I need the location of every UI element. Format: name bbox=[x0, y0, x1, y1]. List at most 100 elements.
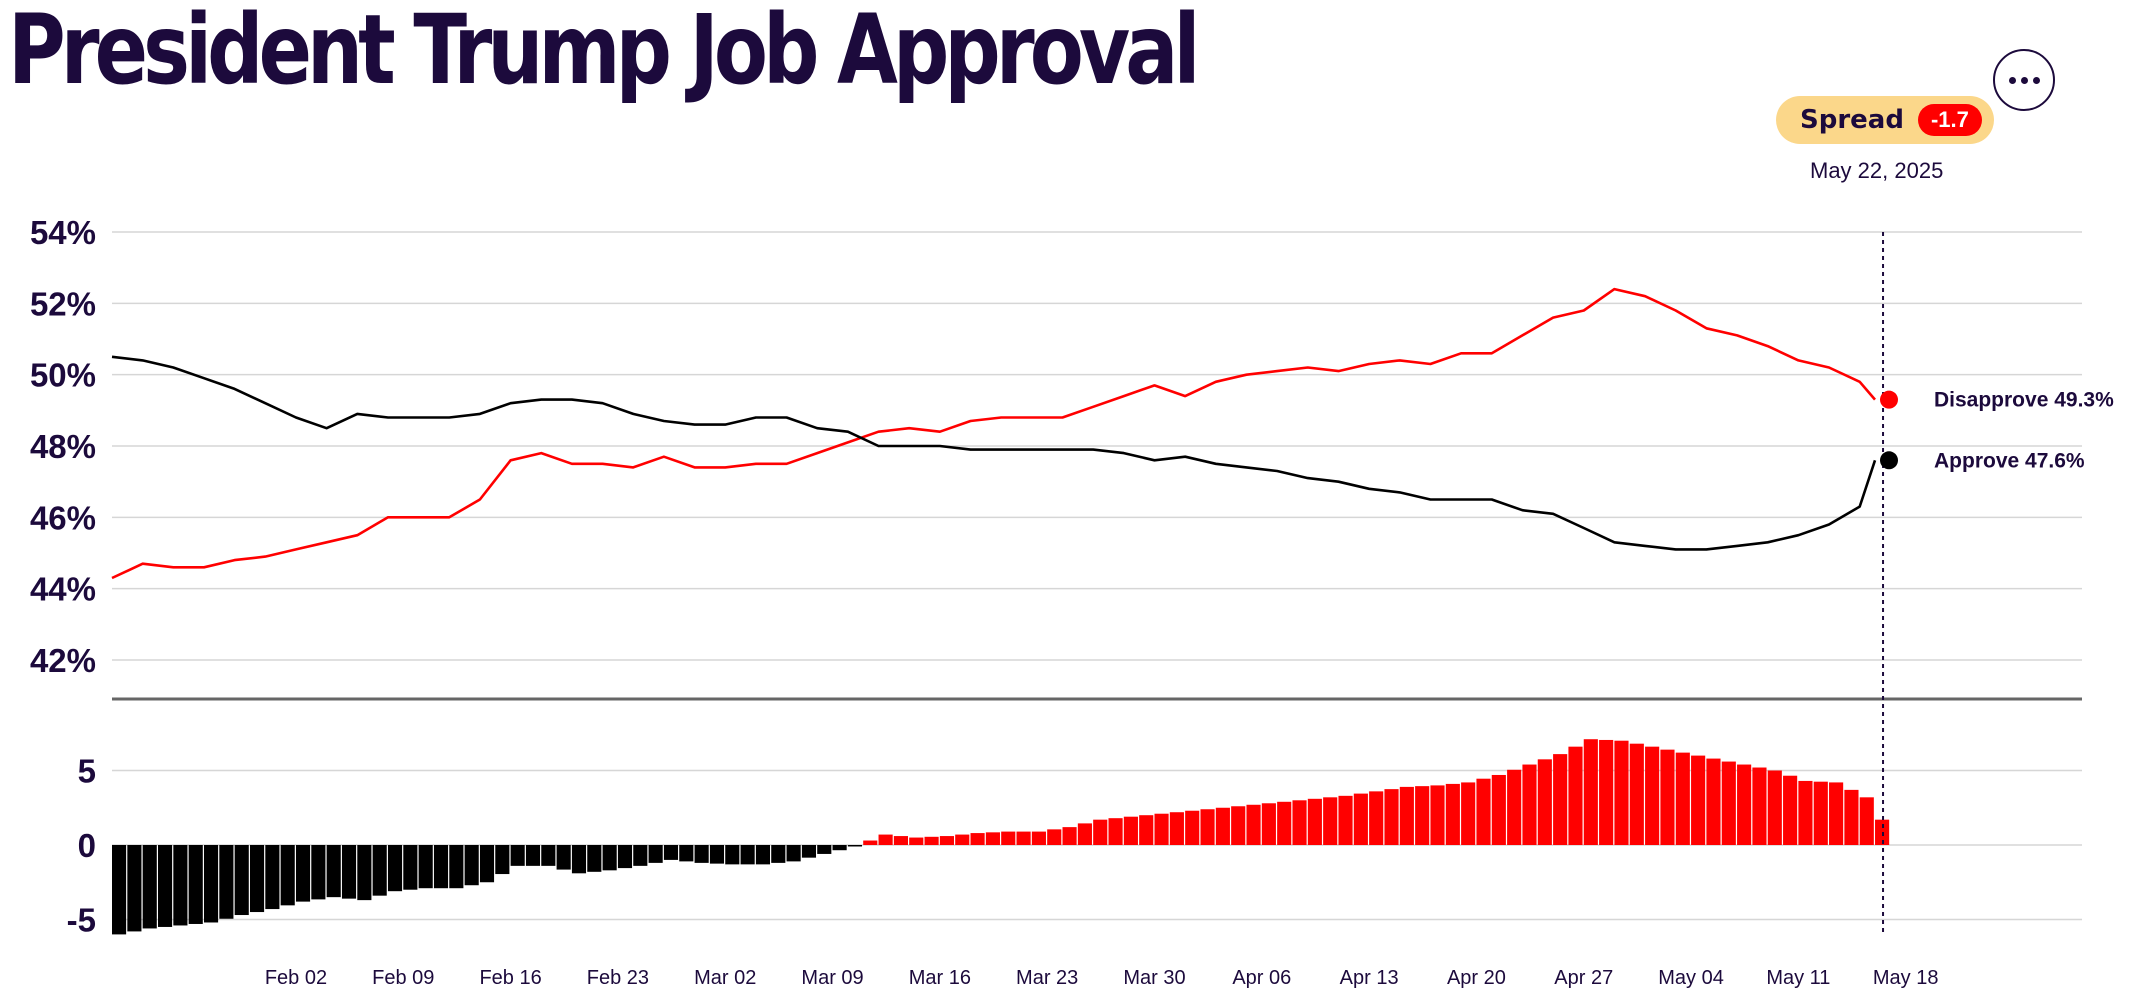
spread-bar bbox=[188, 845, 203, 924]
spread-bar bbox=[1507, 769, 1522, 845]
spread-bar bbox=[173, 845, 188, 926]
spread-bar bbox=[1215, 807, 1230, 845]
spread-bar bbox=[1077, 823, 1092, 845]
spread-bar bbox=[1798, 780, 1813, 845]
spread-bar bbox=[878, 834, 893, 845]
spread-bar bbox=[1047, 829, 1062, 845]
page-title: President Trump Job Approval bbox=[8, 0, 1200, 106]
spread-bar bbox=[1430, 785, 1445, 845]
spread-bar bbox=[755, 845, 771, 865]
spread-bar bbox=[817, 845, 832, 854]
x-tick-label: Feb 09 bbox=[372, 967, 434, 989]
top-grid bbox=[112, 231, 2082, 661]
spread-bar bbox=[541, 845, 556, 866]
x-tick-label: Mar 30 bbox=[1123, 967, 1185, 989]
spread-bar bbox=[1261, 803, 1276, 845]
spread-bar bbox=[1675, 752, 1690, 845]
spread-bar bbox=[1614, 740, 1629, 845]
spread-bar bbox=[1185, 810, 1200, 845]
spread-bar bbox=[372, 845, 387, 896]
spread-bar bbox=[602, 845, 617, 871]
spread-bar bbox=[970, 833, 985, 845]
spread-bar bbox=[280, 845, 295, 906]
x-tick-label: May 11 bbox=[1766, 967, 1830, 989]
y-axis-ticks: 54% 52% 50% 48% 46% 44% 42% 5 0 -5 bbox=[30, 214, 96, 939]
spread-bar bbox=[1108, 818, 1123, 845]
spread-bar bbox=[112, 845, 127, 935]
spread-bar bbox=[617, 845, 633, 869]
more-horizontal-icon-dot bbox=[2020, 76, 2028, 84]
spread-bar bbox=[1384, 789, 1399, 845]
y-tick-label: 54% bbox=[30, 214, 96, 251]
spread-bar bbox=[1629, 743, 1644, 845]
y-tick-label: 52% bbox=[30, 285, 96, 322]
spread-bar bbox=[955, 834, 970, 845]
spread-bar bbox=[326, 845, 341, 898]
spread-bar bbox=[479, 845, 495, 883]
x-tick-label: Feb 16 bbox=[479, 967, 541, 989]
spread-bar bbox=[909, 837, 924, 845]
y-tick-label: 44% bbox=[30, 571, 96, 608]
spread-bar bbox=[709, 845, 725, 864]
spread-label: Spread bbox=[1800, 105, 1904, 135]
disapprove-end-label: Disapprove 49.3% bbox=[1934, 389, 2114, 412]
spread-bars bbox=[112, 739, 1890, 935]
spread-bar bbox=[495, 845, 510, 875]
spread-bar bbox=[771, 845, 786, 863]
y-tick-label: -5 bbox=[67, 902, 96, 939]
spread-bar bbox=[1583, 739, 1598, 845]
spread-bar bbox=[1016, 831, 1031, 845]
spread-bar bbox=[985, 832, 1000, 845]
spread-bar bbox=[1829, 782, 1844, 845]
disapprove-end-marker bbox=[1880, 390, 1898, 409]
spread-bar bbox=[1737, 764, 1752, 845]
spread-bar bbox=[1154, 813, 1169, 845]
more-options-button[interactable] bbox=[1993, 49, 2055, 111]
spread-bar bbox=[1767, 770, 1782, 845]
spread-bar bbox=[403, 845, 418, 890]
spread-bar bbox=[939, 836, 954, 845]
spread-bar bbox=[265, 845, 280, 910]
x-tick-label: Mar 02 bbox=[694, 967, 756, 989]
spread-bar bbox=[1445, 783, 1460, 845]
spread-bar bbox=[1369, 791, 1384, 845]
spread-bar bbox=[679, 845, 694, 862]
spread-bar bbox=[234, 845, 249, 916]
x-tick-label: Apr 20 bbox=[1447, 967, 1506, 989]
spread-bar bbox=[587, 845, 602, 872]
y-tick-label: 0 bbox=[78, 827, 96, 864]
spread-bar bbox=[1476, 778, 1491, 845]
spread-bar bbox=[1123, 816, 1138, 845]
spread-bar bbox=[157, 845, 173, 927]
spread-bar bbox=[1522, 764, 1537, 845]
spread-bar bbox=[341, 845, 357, 899]
spread-bar bbox=[801, 845, 817, 858]
spread-bar bbox=[863, 840, 878, 845]
disapprove-line bbox=[111, 287, 1876, 580]
spread-bar bbox=[127, 845, 142, 932]
y-tick-label: 50% bbox=[30, 357, 96, 394]
spread-bar bbox=[1231, 806, 1246, 845]
spread-bar bbox=[832, 845, 847, 851]
spread-bar bbox=[556, 845, 571, 870]
approve-end-marker bbox=[1880, 451, 1898, 470]
spread-bar bbox=[249, 845, 265, 913]
x-tick-label: Feb 23 bbox=[587, 967, 649, 989]
spread-bar bbox=[571, 845, 587, 874]
spread-bar bbox=[357, 845, 372, 901]
x-tick-label: Mar 16 bbox=[909, 967, 971, 989]
more-horizontal-icon-dot bbox=[2032, 76, 2040, 84]
spread-bar bbox=[1415, 786, 1430, 845]
hover-date-label: May 22, 2025 bbox=[1810, 158, 1944, 183]
spread-bar bbox=[418, 845, 433, 889]
spread-bar bbox=[1660, 749, 1675, 845]
spread-bar bbox=[1491, 774, 1506, 845]
spread-bar bbox=[1093, 819, 1108, 845]
spread-bar bbox=[387, 845, 403, 892]
y-tick-label: 48% bbox=[30, 428, 96, 465]
spread-bar bbox=[311, 845, 326, 900]
spread-bar bbox=[1062, 827, 1077, 845]
x-tick-label: Apr 27 bbox=[1554, 967, 1613, 989]
y-tick-label: 46% bbox=[30, 499, 96, 536]
